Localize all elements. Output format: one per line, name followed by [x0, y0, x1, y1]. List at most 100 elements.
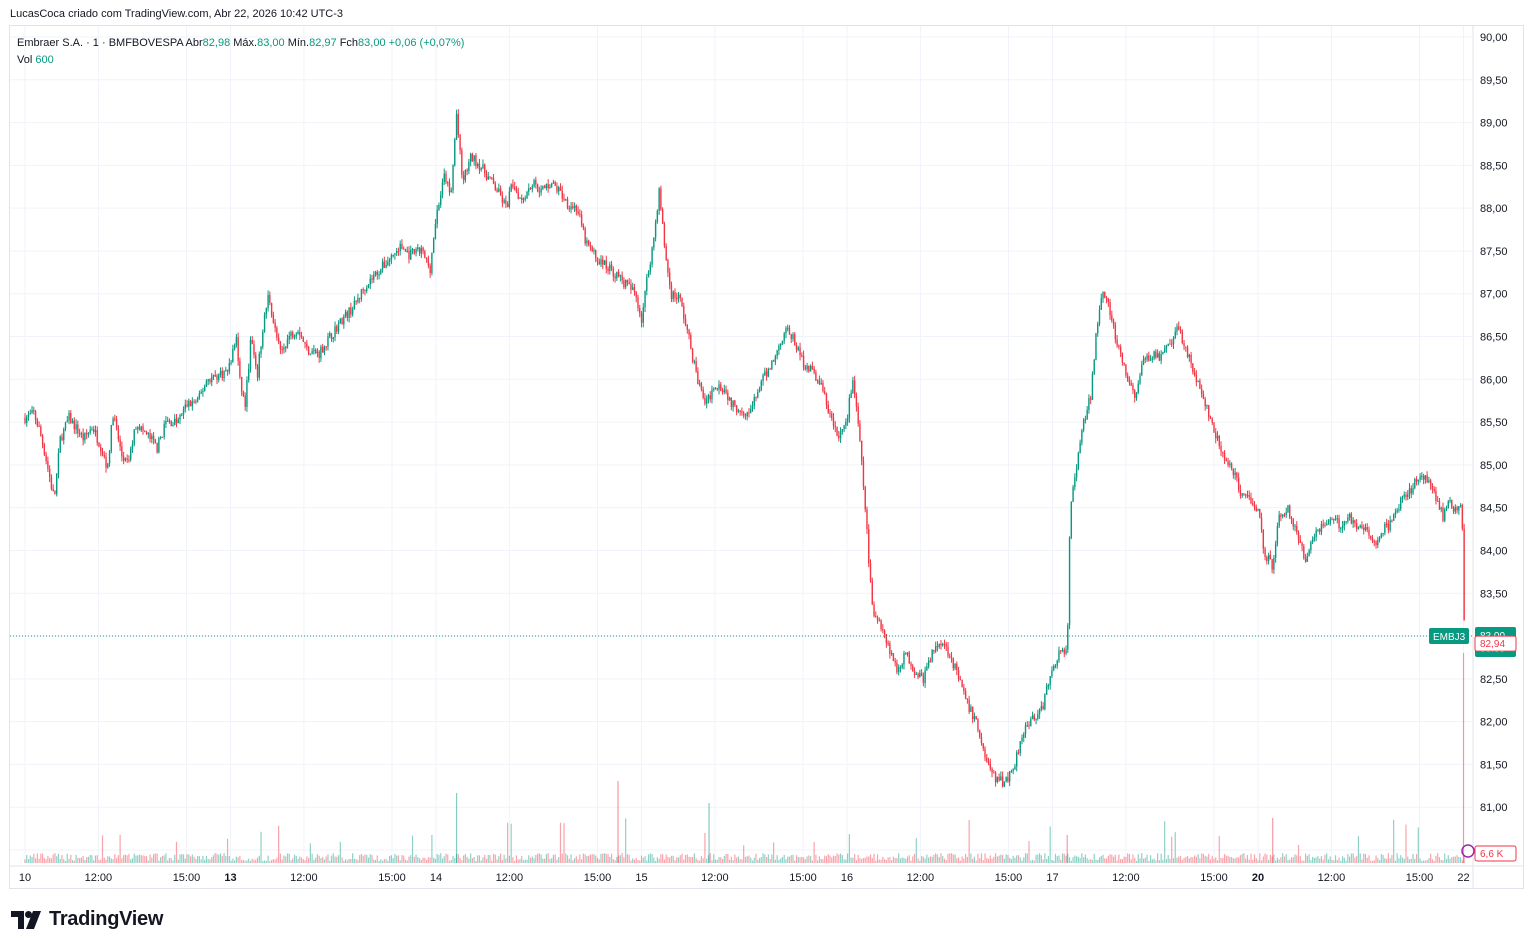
candle-body	[538, 191, 541, 193]
candle-body	[595, 250, 597, 258]
volume-bar	[172, 860, 174, 863]
candle-body	[827, 404, 829, 413]
volume-bar	[1120, 859, 1122, 863]
volume-bar	[810, 856, 812, 863]
volume-bar	[1241, 854, 1243, 863]
volume-bar	[367, 857, 370, 863]
candle-body	[993, 772, 995, 774]
candle-body	[1153, 351, 1155, 359]
candle-body	[748, 412, 750, 414]
volume-bar	[299, 856, 301, 863]
candle-body	[491, 177, 493, 179]
volume-indicator-icon[interactable]	[1461, 844, 1475, 858]
volume-bar	[861, 858, 863, 863]
candle-body	[350, 307, 352, 315]
volume-bar	[1201, 853, 1203, 863]
candle-body	[189, 400, 192, 407]
volume-bar	[1447, 855, 1449, 863]
volume-bar	[1047, 856, 1050, 863]
candle-body	[543, 186, 546, 189]
volume-bar	[741, 859, 743, 863]
candle-body	[31, 410, 33, 414]
candle-body	[202, 391, 204, 393]
candle-body	[188, 400, 190, 407]
volume-bar	[1091, 860, 1094, 863]
volume-bar	[540, 854, 542, 863]
volume-bar	[381, 860, 384, 863]
volume-bar	[806, 856, 808, 863]
volume-bar	[1153, 858, 1155, 863]
candle-body	[339, 318, 342, 324]
time-axis[interactable]: 10 12:00 15:00 13 12:00 15:00 14 12:00 15:00 15 12…	[19, 872, 1470, 884]
volume-bar	[226, 838, 229, 863]
candle-body	[1410, 488, 1412, 494]
candle-body	[43, 444, 46, 455]
volume-bar	[1287, 860, 1289, 863]
price-tick-label: 90,00	[1480, 32, 1508, 44]
candle-body	[1373, 541, 1375, 543]
volume-bar	[376, 855, 378, 863]
volume-bar	[528, 855, 530, 863]
candle-body	[71, 420, 74, 424]
volume-bar	[579, 854, 581, 863]
volume-bar	[552, 854, 555, 863]
candle-body	[732, 400, 734, 407]
candle-body	[348, 307, 350, 318]
tradingview-brand[interactable]: TradingView	[11, 908, 163, 931]
candle-body	[1016, 752, 1018, 767]
candle-body	[688, 329, 690, 335]
volume-bar	[880, 859, 882, 863]
volume-bar	[836, 853, 838, 863]
candle-body	[718, 384, 720, 390]
candle-body	[286, 339, 289, 349]
time-tick-label: 15:00	[1406, 872, 1434, 884]
candle-body	[1225, 459, 1228, 462]
volume-bar	[1028, 841, 1030, 863]
volume-bar	[609, 856, 611, 863]
volume-bar	[1431, 859, 1434, 863]
candle-body	[436, 209, 438, 225]
candle-body	[1396, 510, 1398, 512]
legend-symbol[interactable]: Embraer S.A. · 1 · BMFBOVESPA	[17, 37, 184, 49]
volume-bar	[507, 822, 509, 863]
candle-body	[498, 188, 500, 192]
candle-body	[971, 706, 974, 719]
candle-body	[410, 249, 412, 260]
volume-bar	[1114, 854, 1116, 863]
candle-body	[977, 719, 979, 731]
volume-bar	[901, 857, 903, 863]
candle-body	[1209, 416, 1212, 419]
candle-body	[774, 356, 777, 362]
volume-bar	[542, 858, 544, 863]
volume-bar	[1183, 858, 1185, 863]
volume-bar	[1185, 856, 1187, 863]
volume-bar	[725, 853, 727, 863]
volume-bar	[263, 860, 266, 863]
volume-bar	[114, 854, 116, 863]
price-axis[interactable]: 90,0089,5089,0088,5088,0087,5087,0086,50…	[1480, 32, 1508, 857]
candle-body	[529, 188, 532, 190]
volume-bar	[575, 856, 577, 863]
candle-body	[713, 388, 715, 390]
candle-body	[720, 384, 722, 391]
volume-bar	[420, 859, 422, 863]
candle-body	[1049, 676, 1051, 686]
candle-body	[1230, 463, 1233, 469]
volume-bar	[1357, 836, 1360, 863]
volume-bar	[1112, 856, 1115, 863]
candle-body	[198, 393, 201, 399]
candle-body	[1008, 771, 1011, 782]
candle-body	[1119, 346, 1122, 353]
volume-bar	[415, 854, 417, 863]
chart-frame[interactable]	[9, 25, 1524, 889]
volume-bar	[924, 858, 926, 863]
candle-body	[647, 271, 650, 278]
volume-bar	[625, 818, 627, 863]
volume-bar	[1423, 860, 1425, 863]
volume-bar	[1312, 856, 1314, 863]
legend-vol-label[interactable]: Vol	[17, 54, 33, 66]
candle-body	[883, 630, 886, 635]
candle-body	[1007, 777, 1009, 782]
candle-body	[332, 337, 334, 339]
